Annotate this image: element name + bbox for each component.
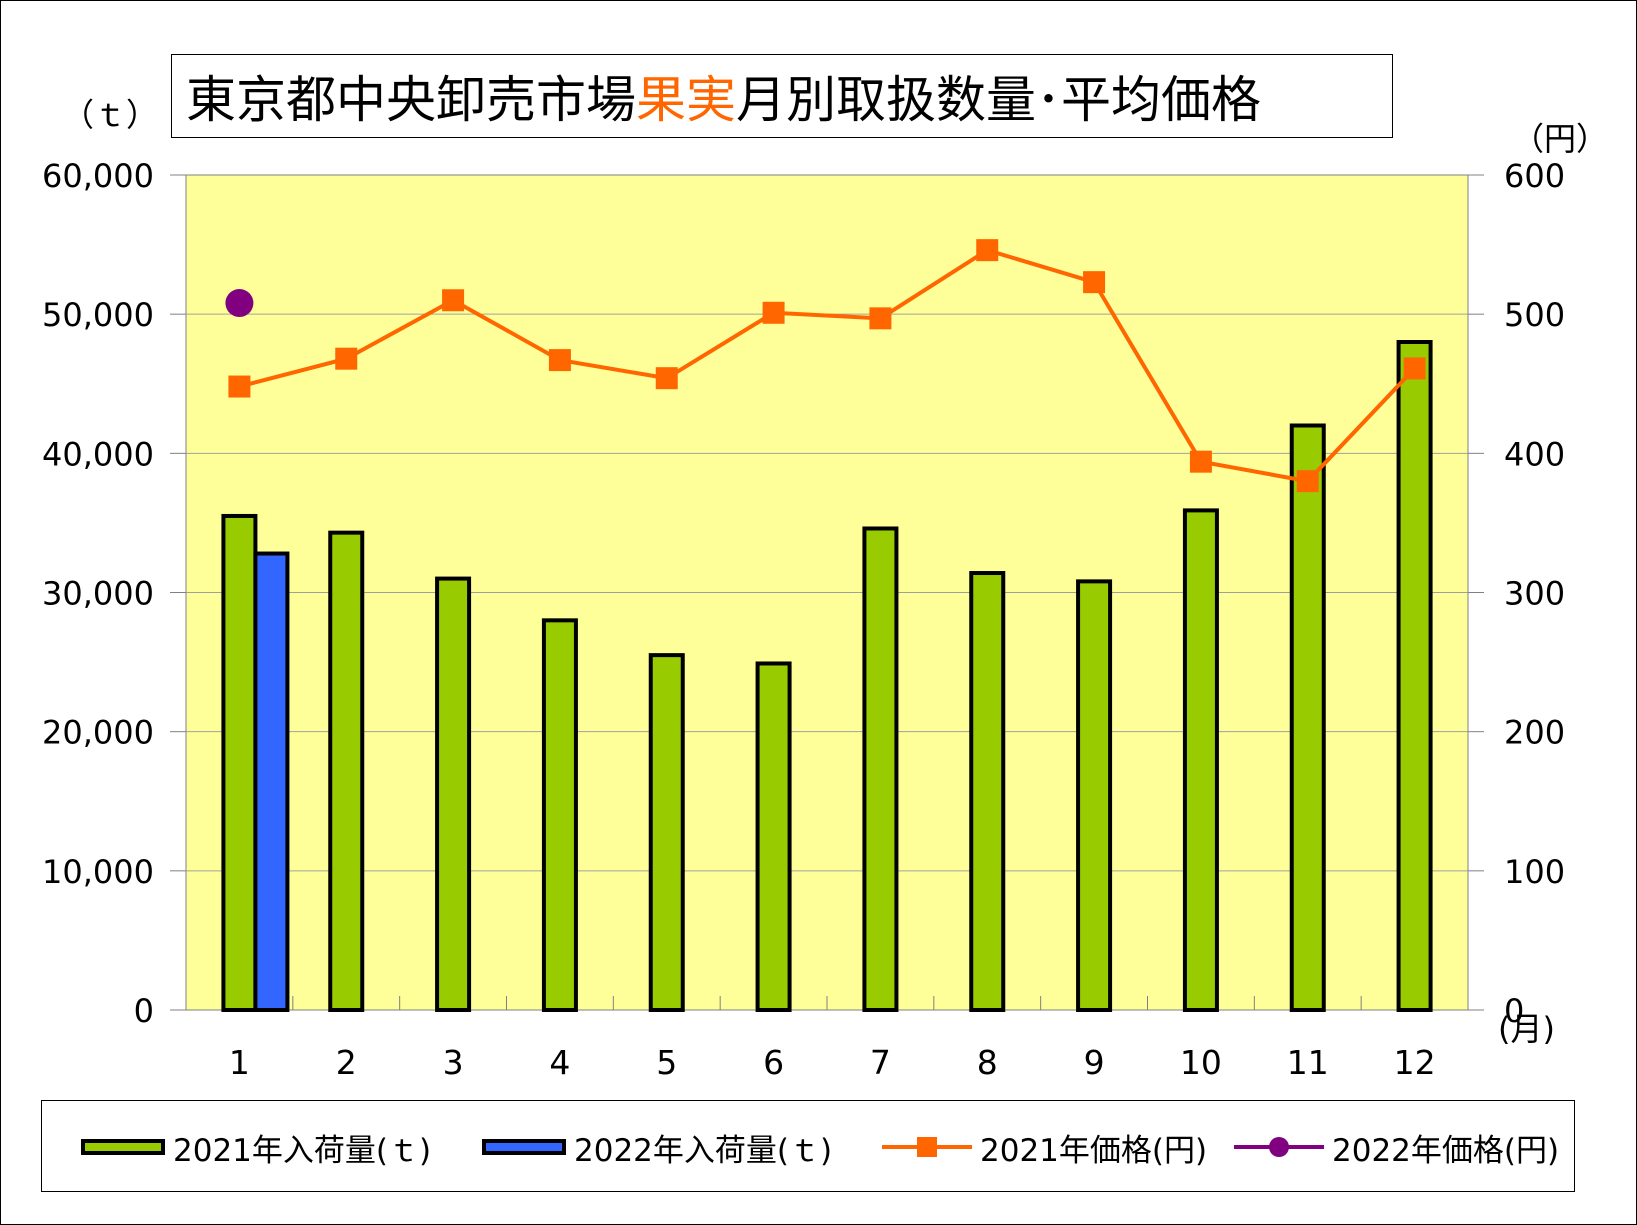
right-axis-unit: （円）	[1512, 120, 1609, 158]
line-2021-price	[238, 247, 1417, 484]
bar-2021-volume	[1076, 579, 1113, 1012]
price-line-group	[225, 239, 1426, 493]
right-tick-label: 200	[1504, 714, 1565, 752]
x-tick-label: 5	[656, 1043, 677, 1082]
right-tick-label: 100	[1504, 853, 1565, 891]
legend-item-2021-volume: 2021年入荷量(ｔ)	[81, 1101, 431, 1193]
point-2021-price	[548, 349, 571, 372]
point-2021-price	[442, 289, 465, 312]
x-tick-label: 12	[1394, 1043, 1436, 1082]
title-accent: 果実	[636, 71, 736, 129]
point-2021-price	[335, 347, 358, 370]
bar-2021-volume	[435, 576, 472, 1012]
point-2022-price	[225, 289, 254, 318]
legend-item-2022-price: 2022年価格(円)	[1234, 1101, 1559, 1193]
x-tick-label: 3	[443, 1043, 464, 1082]
bar-2021-volume	[648, 653, 685, 1012]
bars-group	[221, 340, 1433, 1012]
x-tick-label: 2	[336, 1043, 357, 1082]
right-tick-label: 500	[1504, 296, 1565, 334]
legend-swatch-2022-price	[1234, 1132, 1324, 1162]
legend-swatch-2021-price	[882, 1132, 972, 1162]
point-2021-price	[1296, 470, 1319, 493]
right-tick-label: 400	[1504, 435, 1565, 473]
x-tick-label: 4	[549, 1043, 570, 1082]
x-tick-label: 11	[1287, 1043, 1329, 1082]
x-tick-label: 10	[1180, 1043, 1222, 1082]
right-tick-label: 0	[1504, 992, 1524, 1030]
bar-2021-volume	[1396, 340, 1433, 1012]
right-tick-label: 600	[1504, 157, 1565, 195]
point-2021-price	[762, 301, 785, 324]
x-tick-label: 1	[229, 1043, 250, 1082]
bar-2021-volume	[755, 661, 792, 1012]
legend-swatch-2022-volume	[482, 1139, 566, 1155]
x-tick-label: 9	[1084, 1043, 1105, 1082]
left-tick-label: 10,000	[42, 853, 154, 891]
point-2021-price	[869, 307, 892, 330]
legend-label: 2022年価格(円)	[1332, 1132, 1560, 1169]
left-tick-label: 40,000	[42, 435, 154, 473]
left-axis-unit: （ｔ）	[62, 96, 159, 134]
x-tick-label: 8	[977, 1043, 998, 1082]
x-tick-label: 7	[870, 1043, 891, 1082]
point-2021-price	[228, 375, 251, 398]
point-2021-price	[655, 367, 678, 390]
bar-2021-volume	[1289, 423, 1326, 1012]
x-tick-label: 6	[763, 1043, 784, 1082]
left-tick-label: 50,000	[42, 296, 154, 334]
bar-2021-volume	[862, 526, 899, 1012]
bar-2021-volume	[221, 513, 258, 1012]
bar-2021-volume	[969, 571, 1006, 1012]
title-part2: 月別取扱数量･平均価格	[736, 71, 1261, 129]
point-2021-price	[1189, 450, 1212, 473]
title-part1: 東京都中央卸売市場	[186, 71, 636, 129]
legend-swatch-2021-volume	[81, 1139, 165, 1155]
legend-label: 2021年入荷量(ｔ)	[173, 1132, 432, 1169]
legend-label: 2021年価格(円)	[980, 1132, 1208, 1169]
bar-2021-volume	[541, 618, 578, 1012]
left-tick-label: 30,000	[42, 575, 154, 613]
legend: 2021年入荷量(ｔ) 2022年入荷量(ｔ) 2021年価格(円) 2022年…	[41, 1100, 1575, 1192]
left-tick-label: 20,000	[42, 714, 154, 752]
legend-item-2022-volume: 2022年入荷量(ｔ)	[482, 1101, 832, 1193]
legend-label: 2022年入荷量(ｔ)	[574, 1132, 833, 1169]
bar-2021-volume	[1182, 508, 1219, 1012]
point-2021-price	[1083, 271, 1106, 294]
tick-labels: 0 0 10,000 100 20,000 200 30,000 300 40,000 400 50…	[42, 157, 1565, 1082]
point-2021-price	[1403, 357, 1426, 380]
chart-title: 東京都中央卸売市場 果実 月別取扱数量･平均価格	[171, 54, 1393, 138]
bar-2021-volume	[328, 530, 365, 1012]
legend-item-2021-price: 2021年価格(円)	[882, 1101, 1207, 1193]
x-axis-unit: (月)	[1498, 1010, 1555, 1048]
left-tick-label: 60,000	[42, 157, 154, 195]
point-2021-price	[976, 239, 999, 262]
right-tick-label: 300	[1504, 575, 1565, 613]
bar-2022-volume	[253, 551, 290, 1012]
left-tick-label: 0	[134, 992, 154, 1030]
